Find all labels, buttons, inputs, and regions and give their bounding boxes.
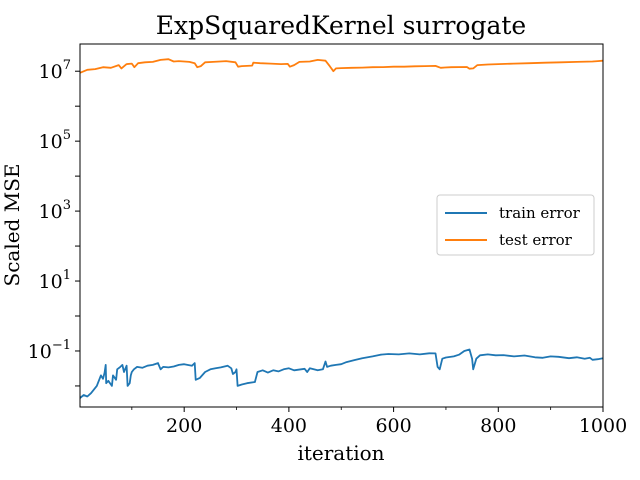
y-tick-base: 10	[28, 341, 52, 363]
y-tick-label: 101	[39, 268, 71, 293]
x-tick-label: 800	[480, 415, 516, 437]
chart-title: ExpSquaredKernel surrogate	[156, 11, 526, 40]
x-tick-label: 400	[271, 415, 307, 437]
y-axis-label: Scaled MSE	[0, 164, 24, 287]
y-tick-base: 10	[39, 201, 63, 223]
y-tick-base: 10	[39, 131, 63, 153]
y-tick-label: 10−1	[28, 338, 71, 363]
series-line-test-error	[79, 58, 604, 74]
y-tick-label: 103	[39, 198, 71, 223]
y-tick-exponent: 3	[63, 198, 71, 213]
x-axis-label: iteration	[297, 441, 384, 465]
legend-label: train error	[499, 204, 581, 222]
y-tick-label: 105	[39, 128, 71, 153]
x-tick-label: 1000	[579, 415, 627, 437]
legend: train error test error	[436, 194, 595, 256]
x-axis: 200 400 600 800 1000	[131, 407, 627, 437]
legend-label: test error	[499, 231, 573, 249]
x-tick-label: 200	[166, 415, 202, 437]
x-tick-label: 600	[375, 415, 411, 437]
y-tick-exponent: 5	[63, 128, 71, 143]
plot-area	[79, 58, 604, 399]
series-line-train-error	[79, 348, 604, 399]
axes-frame	[79, 43, 604, 408]
y-tick-label: 107	[39, 58, 71, 83]
y-tick-exponent: 7	[63, 58, 71, 73]
y-tick-base: 10	[39, 61, 63, 83]
y-tick-exponent: −1	[52, 338, 71, 353]
y-tick-exponent: 1	[63, 268, 71, 283]
y-tick-base: 10	[39, 271, 63, 293]
